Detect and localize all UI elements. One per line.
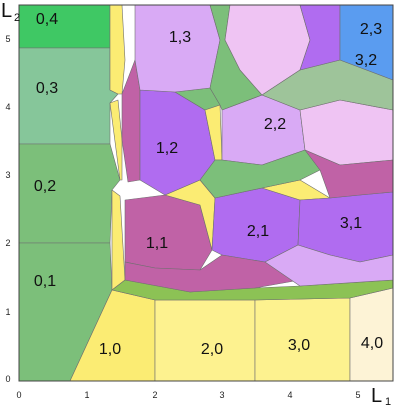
x-tick-3: 3 [219, 390, 224, 400]
x-axis-subscript: 1 [385, 396, 391, 406]
x-tick-0: 0 [16, 390, 21, 400]
y-axis-subscript: 2 [14, 12, 20, 24]
region-yellow-col3 [111, 189, 126, 291]
region-label-3-0: 3,0 [288, 337, 310, 354]
x-axis-name: L [371, 385, 382, 406]
region-mag-right [304, 149, 394, 199]
region-label-1-1: 1,1 [146, 235, 168, 252]
plot-frame [18, 4, 394, 382]
y-tick-5: 5 [5, 34, 10, 44]
x-tick-2: 2 [152, 390, 157, 400]
region-label-0-2: 0,2 [34, 178, 56, 195]
region-1-1 [124, 194, 213, 271]
region-label-3-1: 3,1 [340, 215, 362, 232]
region-label-0-1: 0,1 [34, 273, 56, 290]
y-tick-1: 1 [5, 307, 10, 317]
region-fills [18, 4, 394, 382]
region-label-0-3: 0,3 [36, 80, 58, 97]
x-tick-1: 1 [84, 390, 89, 400]
x-tick-5: 5 [355, 390, 360, 400]
region-label-2-0: 2,0 [201, 341, 223, 358]
region-1-3 [134, 4, 221, 93]
region-label-2-1: 2,1 [247, 223, 269, 240]
region-label-2-3: 2,3 [360, 21, 382, 38]
region-label-4-0: 4,0 [361, 335, 383, 352]
region-label-1-2: 1,2 [156, 140, 178, 157]
x-tick-4: 4 [287, 390, 292, 400]
y-tick-3: 3 [5, 170, 10, 180]
region-label-3-2: 3,2 [355, 52, 377, 69]
region-label-0-4: 0,4 [36, 11, 58, 28]
region-0-4 [18, 4, 111, 49]
region-label-1-0: 1,0 [99, 341, 121, 358]
region-green-22 [199, 149, 321, 199]
region-yellow-col2 [109, 99, 123, 181]
y-axis-name: L [1, 0, 12, 22]
region-lav-bottom [264, 244, 394, 287]
region-yellow-col [109, 4, 126, 95]
region-0-3 [18, 47, 119, 145]
region-label-1-3: 1,3 [169, 29, 191, 46]
y-tick-4: 4 [5, 102, 10, 112]
y-tick-2: 2 [5, 238, 10, 248]
region-bottom-mag [124, 254, 301, 293]
y-tick-0: 0 [5, 374, 10, 384]
region-magenta-strip [121, 59, 141, 183]
region-label-2-2: 2,2 [264, 116, 286, 133]
